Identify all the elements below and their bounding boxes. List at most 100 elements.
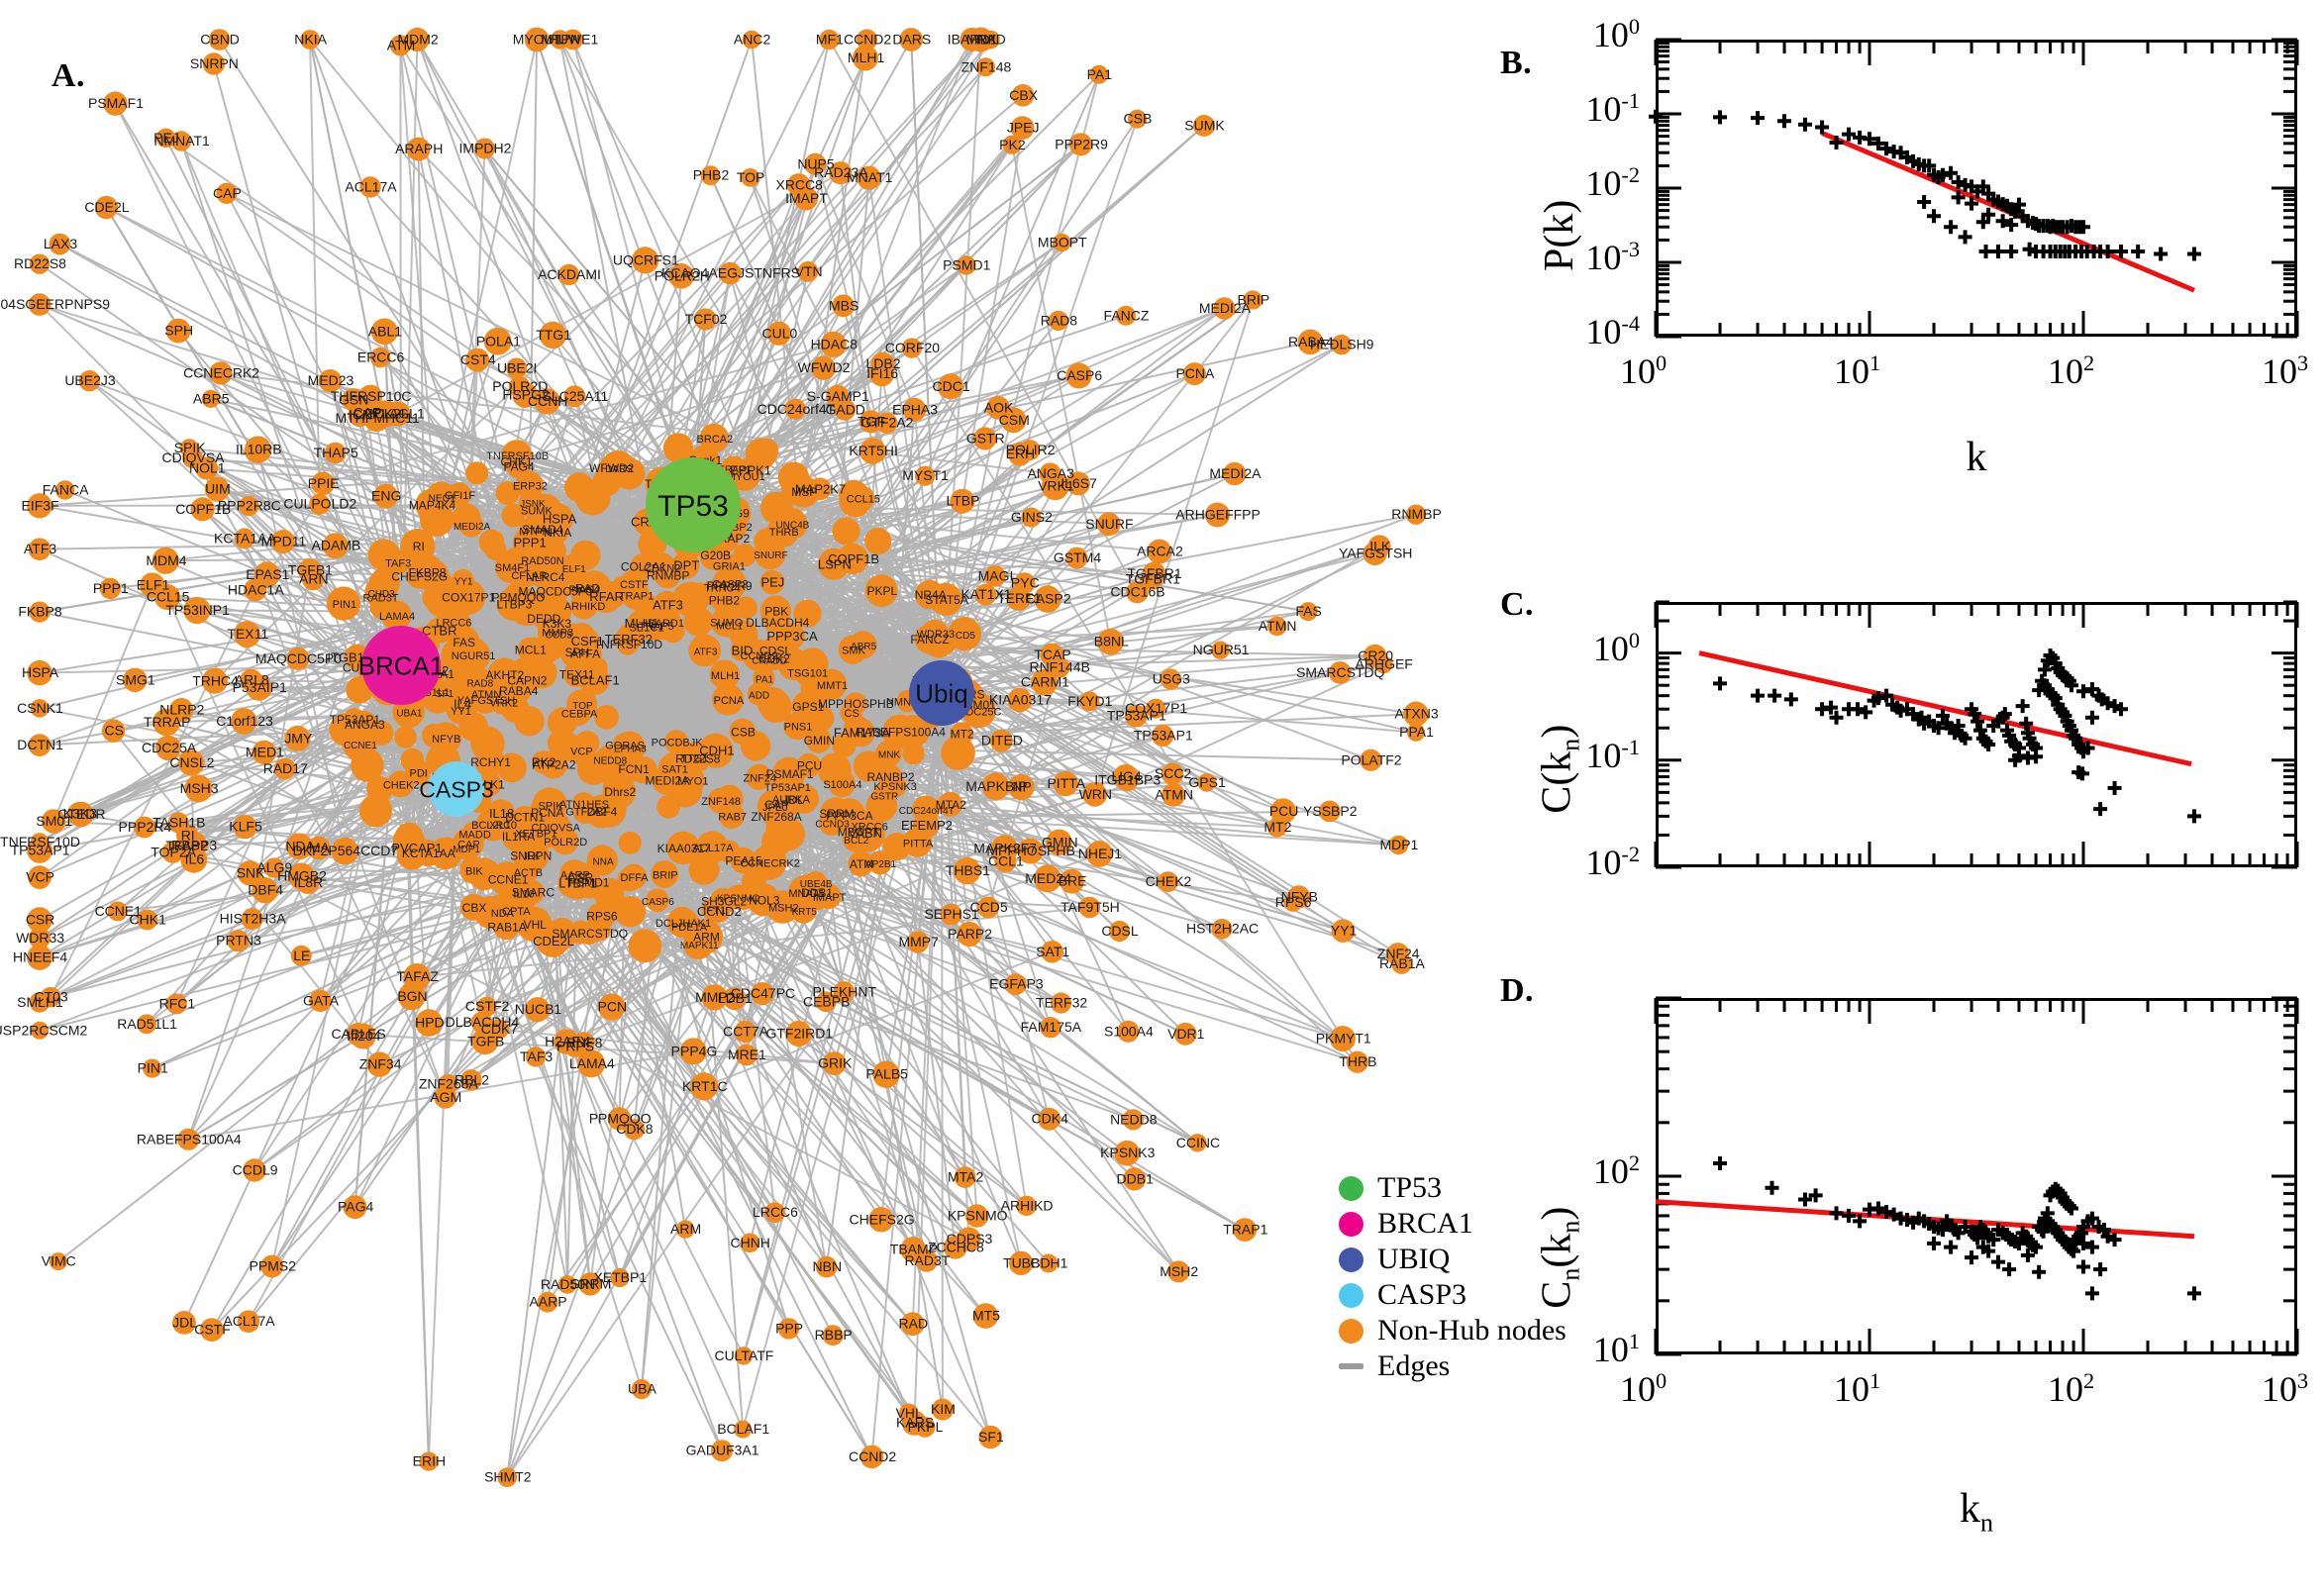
network-node[interactable] [368,720,394,746]
network-node[interactable] [831,798,866,834]
network-node[interactable] [1270,798,1296,825]
network-node[interactable] [190,497,215,522]
network-node[interactable] [984,565,1006,587]
network-node[interactable] [723,987,747,1011]
network-node[interactable] [252,740,276,765]
network-node[interactable] [734,596,758,620]
network-node[interactable] [717,553,740,576]
network-node[interactable] [41,809,66,834]
network-node[interactable] [494,549,529,584]
network-node[interactable] [137,1014,157,1035]
network-node[interactable] [950,488,975,514]
network-node[interactable] [662,433,694,463]
network-node[interactable] [28,538,51,560]
network-node[interactable] [1004,973,1027,996]
network-node[interactable] [1000,407,1027,434]
network-node[interactable] [501,820,534,852]
network-node[interactable] [525,1047,547,1067]
network-node[interactable] [741,869,766,894]
network-node[interactable] [422,723,446,748]
network-node[interactable] [1283,893,1303,912]
network-node[interactable] [1068,133,1093,156]
network-node[interactable] [852,45,878,71]
network-node[interactable] [815,991,837,1013]
network-node[interactable] [1114,1140,1140,1166]
network-node[interactable] [1122,1109,1144,1131]
network-node[interactable] [712,683,745,716]
network-node[interactable] [701,984,728,1011]
network-node[interactable] [101,719,126,743]
network-node[interactable] [550,30,570,50]
network-node[interactable] [759,595,792,627]
network-node[interactable] [243,1158,266,1182]
network-node[interactable] [607,1107,632,1131]
network-node[interactable] [1363,644,1387,668]
network-node[interactable] [1060,868,1084,894]
network-node[interactable] [152,547,179,574]
network-node[interactable] [820,331,847,357]
network-node[interactable] [857,165,881,190]
network-node[interactable] [1031,668,1059,696]
network-node[interactable] [514,706,545,737]
network-node[interactable] [915,579,945,610]
network-node[interactable] [537,594,572,630]
network-node[interactable] [483,327,512,355]
network-node[interactable] [1173,1022,1197,1046]
network-node[interactable] [838,635,867,664]
network-node[interactable] [598,993,626,1021]
network-node[interactable] [719,261,742,285]
network-node[interactable] [216,182,238,204]
network-node[interactable] [566,636,602,671]
network-node[interactable] [486,799,516,828]
network-node[interactable] [618,831,642,854]
network-node[interactable] [690,1072,719,1101]
network-node[interactable] [628,929,662,963]
network-node[interactable] [864,527,892,555]
network-node[interactable] [1182,362,1206,386]
network-node[interactable] [389,35,411,56]
network-node[interactable] [1038,1107,1061,1131]
network-node[interactable] [620,755,647,782]
network-node[interactable] [1065,547,1088,569]
network-node[interactable] [602,774,637,809]
network-node[interactable] [954,857,981,885]
network-node[interactable] [358,794,393,828]
network-node[interactable] [1115,768,1139,792]
network-node[interactable] [867,850,892,875]
network-node[interactable] [29,601,50,623]
network-node[interactable] [1041,941,1063,963]
network-node[interactable] [616,633,639,655]
network-node[interactable] [474,138,495,159]
network-node[interactable] [1053,233,1071,252]
network-node[interactable] [29,927,50,949]
network-node[interactable] [176,824,199,847]
network-node[interactable] [546,918,578,950]
network-node[interactable] [501,440,533,471]
network-node[interactable] [318,369,343,393]
network-node[interactable] [343,1195,367,1220]
network-node[interactable] [233,815,257,840]
network-node[interactable] [1008,773,1035,801]
network-node[interactable] [1346,1050,1368,1073]
network-node[interactable] [155,735,181,761]
network-node[interactable] [859,1445,884,1469]
network-node[interactable] [366,1051,393,1077]
network-node[interactable] [415,1009,444,1037]
network-node[interactable] [612,733,637,756]
network-node[interactable] [405,27,430,52]
network-node[interactable] [1188,1134,1207,1152]
network-node[interactable] [227,930,250,952]
network-node[interactable] [621,863,647,890]
network-node[interactable] [501,896,530,925]
network-node[interactable] [1330,1026,1356,1052]
network-node[interactable] [366,775,393,803]
network-node[interactable] [1367,535,1391,558]
network-node[interactable] [656,794,680,819]
network-node[interactable] [537,1291,558,1313]
network-node[interactable] [950,722,973,746]
network-node[interactable] [555,733,583,761]
network-node[interactable] [632,247,659,274]
network-node[interactable] [978,1425,1003,1449]
network-node[interactable] [960,28,984,51]
network-node[interactable] [994,849,1017,872]
